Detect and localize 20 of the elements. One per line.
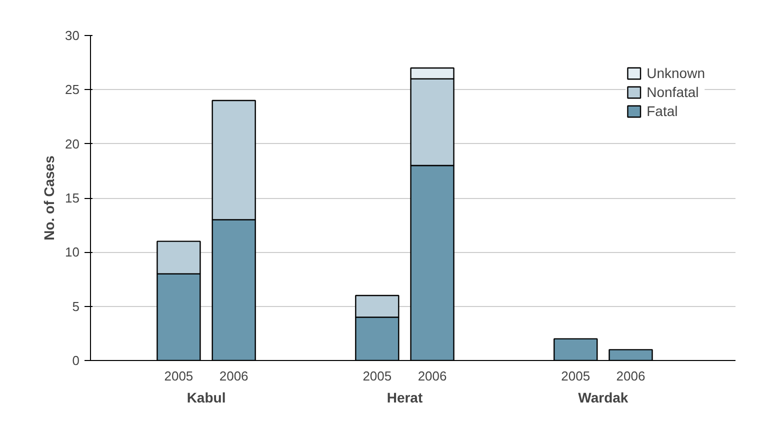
y-tick-label: 5 (72, 298, 80, 314)
y-tick-label: 20 (65, 136, 80, 152)
legend-label: Nonfatal (646, 84, 699, 100)
text: Kabul (186, 390, 226, 406)
y-tick-label: 15 (65, 190, 80, 206)
y-tick-label: 0 (72, 353, 80, 368)
text: Herat (386, 390, 423, 406)
y-tick-label: 10 (65, 244, 80, 260)
x-tick-label: 2006 (418, 368, 447, 384)
legend-label: Fatal (646, 103, 678, 119)
x-tick-label: 2006 (219, 368, 248, 384)
x-tick-label: 2006 (616, 368, 646, 384)
x-tick-label: 2005 (164, 368, 194, 384)
text: Wardak (578, 390, 628, 406)
x-tick-label: 2005 (362, 368, 392, 384)
legend-label: Unknown (646, 65, 705, 81)
y-axis-title: No. of Cases (41, 155, 58, 240)
y-tick-label: 30 (65, 28, 80, 43)
x-tick-label: 2005 (561, 368, 590, 384)
y-tick-label: 25 (65, 82, 80, 98)
